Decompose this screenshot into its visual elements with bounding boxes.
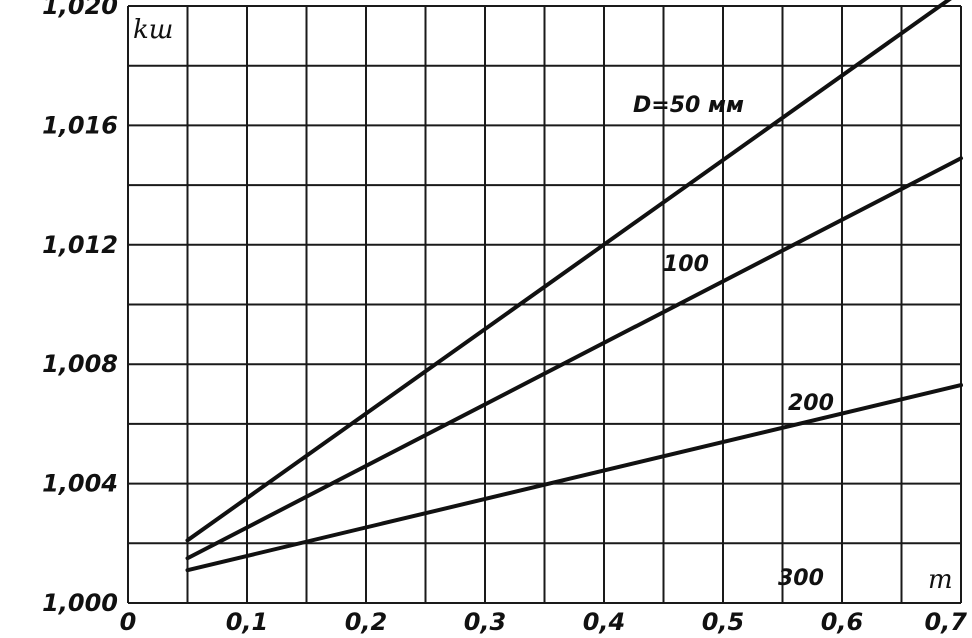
y-tick-label: 1,012 (42, 231, 118, 259)
series-line-1 (185, 156, 963, 561)
x-tick-label: 0,5 (702, 608, 745, 636)
y-tick-label: 1,016 (42, 111, 118, 139)
x-tick-label: 0,1 (226, 608, 269, 636)
series-line-2 (185, 383, 963, 573)
series-line-0 (185, 0, 952, 543)
grid (127, 5, 962, 604)
x-tick-label: 0,6 (821, 608, 864, 636)
series-label-200: 200 (788, 391, 834, 416)
y-tick-labels: 1,000 1,004 1,008 1,012 1,016 1,020 (42, 0, 118, 617)
y-tick-label: 1,000 (42, 589, 118, 617)
x-tick-label: 0,4 (583, 608, 626, 636)
series-label-300: 300 (778, 566, 824, 591)
x-tick-label: 0,2 (345, 608, 388, 636)
series-label-d50: D=50 мм (633, 93, 744, 118)
x-tick-label: 0,7 (924, 608, 967, 636)
series-lines (185, 0, 963, 573)
y-tick-label: 1,004 (42, 470, 118, 498)
x-tick-label: 0,3 (464, 608, 507, 636)
x-tick-label: 0 (120, 608, 137, 636)
y-axis-label: kш (133, 15, 173, 45)
x-axis-label: m (928, 565, 953, 595)
y-tick-label: 1,008 (42, 350, 118, 378)
y-tick-label: 1,020 (42, 0, 118, 20)
series-label-100: 100 (663, 252, 709, 277)
x-tick-labels: 0 0,1 0,2 0,3 0,4 0,5 0,6 0,7 (120, 608, 968, 636)
